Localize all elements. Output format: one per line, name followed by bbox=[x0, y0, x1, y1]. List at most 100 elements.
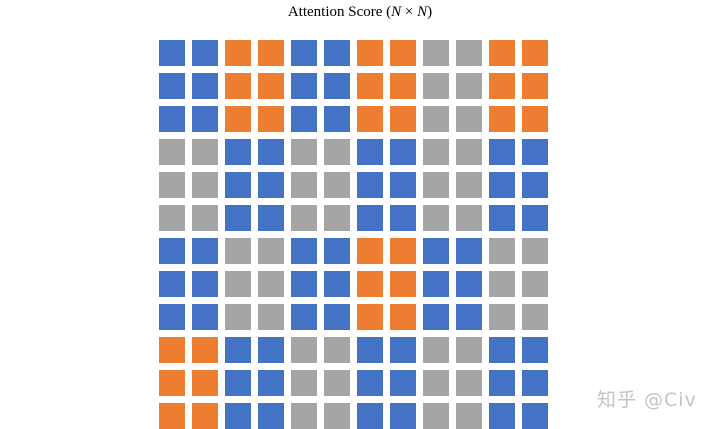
matrix-cell bbox=[159, 73, 185, 99]
matrix-cell bbox=[225, 271, 251, 297]
matrix-cell bbox=[423, 271, 449, 297]
matrix-cell bbox=[225, 73, 251, 99]
matrix-cell bbox=[225, 337, 251, 363]
matrix-cell bbox=[291, 172, 317, 198]
matrix-cell bbox=[489, 73, 515, 99]
matrix-cell bbox=[324, 370, 350, 396]
matrix-cell bbox=[192, 172, 218, 198]
matrix-cell bbox=[489, 403, 515, 429]
matrix-cell bbox=[390, 40, 416, 66]
matrix-cell bbox=[291, 238, 317, 264]
matrix-cell bbox=[258, 40, 284, 66]
matrix-cell bbox=[489, 304, 515, 330]
matrix-cell bbox=[489, 337, 515, 363]
matrix-cell bbox=[225, 205, 251, 231]
matrix-cell bbox=[456, 205, 482, 231]
matrix-cell bbox=[324, 139, 350, 165]
matrix-cell bbox=[324, 403, 350, 429]
matrix-cell bbox=[291, 271, 317, 297]
matrix-cell bbox=[192, 238, 218, 264]
matrix-cell bbox=[390, 172, 416, 198]
matrix-cell bbox=[291, 370, 317, 396]
matrix-cell bbox=[258, 304, 284, 330]
matrix-cell bbox=[423, 73, 449, 99]
matrix-cell bbox=[258, 403, 284, 429]
matrix-cell bbox=[225, 172, 251, 198]
matrix-cell bbox=[159, 40, 185, 66]
matrix-cell bbox=[192, 304, 218, 330]
matrix-cell bbox=[192, 370, 218, 396]
matrix-cell bbox=[291, 106, 317, 132]
matrix-cell bbox=[357, 172, 383, 198]
matrix-cell bbox=[522, 73, 548, 99]
matrix-cell bbox=[456, 370, 482, 396]
matrix-cell bbox=[192, 40, 218, 66]
matrix-cell bbox=[159, 304, 185, 330]
matrix-cell bbox=[324, 172, 350, 198]
matrix-cell bbox=[291, 304, 317, 330]
matrix-cell bbox=[258, 337, 284, 363]
matrix-cell bbox=[423, 337, 449, 363]
matrix-cell bbox=[159, 172, 185, 198]
matrix-cell bbox=[357, 238, 383, 264]
matrix-cell bbox=[390, 337, 416, 363]
matrix-cell bbox=[225, 238, 251, 264]
matrix-cell bbox=[291, 403, 317, 429]
matrix-cell bbox=[456, 139, 482, 165]
matrix-cell bbox=[423, 370, 449, 396]
matrix-cell bbox=[390, 271, 416, 297]
matrix-cell bbox=[390, 139, 416, 165]
matrix-cell bbox=[390, 304, 416, 330]
matrix-cell bbox=[159, 403, 185, 429]
title-times: × bbox=[401, 4, 418, 20]
matrix-cell bbox=[258, 73, 284, 99]
matrix-cell bbox=[489, 106, 515, 132]
matrix-cell bbox=[258, 370, 284, 396]
matrix-cell bbox=[489, 205, 515, 231]
matrix-cell bbox=[456, 238, 482, 264]
matrix-cell bbox=[225, 403, 251, 429]
matrix-cell bbox=[324, 40, 350, 66]
matrix-cell bbox=[192, 403, 218, 429]
matrix-cell bbox=[522, 40, 548, 66]
diagram-title: Attention Score (N × N) bbox=[0, 4, 720, 21]
matrix-cell bbox=[324, 271, 350, 297]
matrix-cell bbox=[390, 106, 416, 132]
matrix-cell bbox=[522, 139, 548, 165]
matrix-cell bbox=[423, 238, 449, 264]
matrix-cell bbox=[291, 205, 317, 231]
matrix-cell bbox=[258, 205, 284, 231]
matrix-cell bbox=[522, 238, 548, 264]
matrix-cell bbox=[192, 73, 218, 99]
matrix-cell bbox=[390, 370, 416, 396]
matrix-cell bbox=[390, 238, 416, 264]
matrix-cell bbox=[522, 205, 548, 231]
matrix-cell bbox=[390, 205, 416, 231]
matrix-cell bbox=[324, 106, 350, 132]
matrix-cell bbox=[225, 139, 251, 165]
matrix-cell bbox=[357, 40, 383, 66]
matrix-cell bbox=[522, 172, 548, 198]
matrix-cell bbox=[258, 238, 284, 264]
matrix-cell bbox=[258, 139, 284, 165]
matrix-cell bbox=[324, 337, 350, 363]
matrix-cell bbox=[192, 139, 218, 165]
matrix-cell bbox=[357, 337, 383, 363]
matrix-cell bbox=[258, 271, 284, 297]
matrix-cell bbox=[192, 205, 218, 231]
title-n-rows: N bbox=[391, 4, 402, 20]
matrix-cell bbox=[357, 106, 383, 132]
matrix-cell bbox=[357, 73, 383, 99]
matrix-cell bbox=[489, 271, 515, 297]
matrix-cell bbox=[357, 370, 383, 396]
matrix-cell bbox=[489, 40, 515, 66]
matrix-cell bbox=[324, 205, 350, 231]
matrix-cell bbox=[522, 370, 548, 396]
matrix-cell bbox=[192, 271, 218, 297]
title-n-cols: N bbox=[417, 4, 428, 20]
matrix-cell bbox=[423, 40, 449, 66]
matrix-cell bbox=[423, 205, 449, 231]
matrix-cell bbox=[192, 106, 218, 132]
matrix-cell bbox=[423, 304, 449, 330]
matrix-cell bbox=[456, 337, 482, 363]
